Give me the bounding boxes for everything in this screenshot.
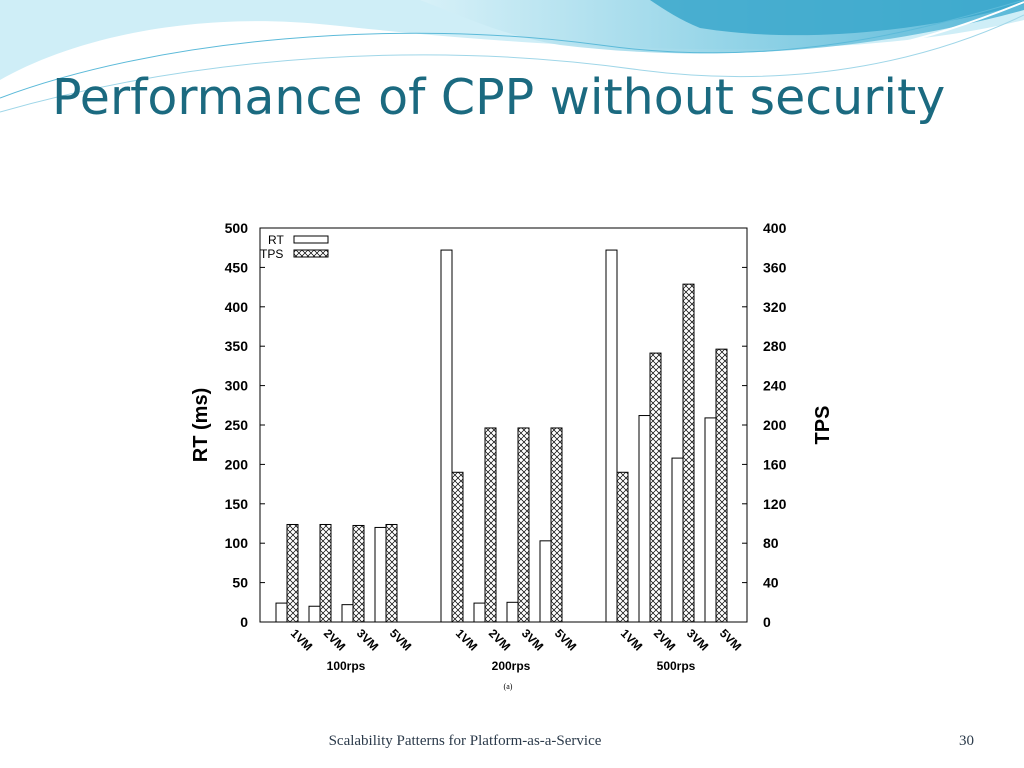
y-tick-label-right: 320 bbox=[763, 299, 787, 315]
wave-line-1 bbox=[0, 1, 1024, 106]
y-tick-label-right: 360 bbox=[763, 259, 787, 275]
y-tick-label-left: 250 bbox=[225, 417, 249, 433]
y-axis-title-right: TPS bbox=[812, 406, 832, 445]
bar-rt bbox=[341, 604, 354, 623]
bar-rt bbox=[506, 601, 519, 623]
bar-tps bbox=[649, 352, 662, 623]
bar-tps bbox=[352, 524, 365, 623]
bar-tps bbox=[715, 348, 728, 623]
y-tick-label-left: 50 bbox=[232, 575, 248, 591]
y-tick-label-right: 280 bbox=[763, 338, 787, 354]
bar-rt bbox=[473, 602, 486, 623]
y-tick-label-right: 0 bbox=[763, 614, 771, 630]
bar-tps bbox=[550, 427, 563, 623]
bar-chart: 0 50 100 150 200 250 300 350 400 450 500 0 40 80 120 16… bbox=[190, 220, 832, 691]
chart-image: 0 50 100 150 200 250 300 350 400 450 500 0 40 80 120 16… bbox=[188, 208, 832, 696]
legend-swatch-rt bbox=[293, 235, 329, 244]
x-category-label: 3VM bbox=[354, 626, 381, 653]
x-group-label: 100rps bbox=[327, 659, 366, 673]
y-tick-label-left: 400 bbox=[225, 299, 249, 315]
x-category-label: 1VM bbox=[453, 626, 480, 653]
wave-line-2 bbox=[0, 14, 1024, 113]
bar-tps bbox=[616, 471, 629, 623]
bar-tps bbox=[451, 471, 464, 623]
y-tick-label-left: 350 bbox=[225, 338, 249, 354]
y-tick-label-left: 150 bbox=[225, 496, 249, 512]
x-category-label: 5VM bbox=[552, 626, 579, 653]
bar-rt bbox=[374, 526, 387, 623]
x-category-label: 5VM bbox=[387, 626, 414, 653]
y-axis-title-left: RT (ms) bbox=[190, 388, 212, 462]
x-group-label: 200rps bbox=[492, 659, 531, 673]
bar-rt bbox=[539, 540, 552, 623]
y-tick-label-left: 500 bbox=[225, 220, 249, 236]
y-tick-label-right: 120 bbox=[763, 496, 787, 512]
bar-rt bbox=[704, 417, 717, 623]
wave-line-3 bbox=[0, 0, 1024, 99]
y-tick-label-right: 80 bbox=[763, 535, 779, 551]
x-category-label: 5VM bbox=[717, 626, 744, 653]
bar-tps bbox=[286, 523, 299, 623]
bar-tps bbox=[484, 427, 497, 623]
footer-text: Scalability Patterns for Platform-as-a-S… bbox=[328, 733, 602, 749]
wave-dark bbox=[650, 0, 1024, 36]
bar-rt bbox=[308, 605, 321, 623]
bar-rt bbox=[671, 457, 684, 623]
y-tick-label-left: 450 bbox=[225, 259, 249, 275]
bar-rt bbox=[275, 602, 288, 623]
y-tick-label-left: 0 bbox=[240, 614, 248, 630]
bar-rt bbox=[440, 249, 453, 623]
legend-label-tps: TPS bbox=[260, 247, 283, 261]
y-tick-label-right: 40 bbox=[763, 575, 779, 591]
x-category-label: 3VM bbox=[519, 626, 546, 653]
x-category-label: 3VM bbox=[684, 626, 711, 653]
y-tick-label-right: 240 bbox=[763, 378, 787, 394]
slide-title: Performance of CPP without security bbox=[52, 69, 946, 126]
x-category-label: 1VM bbox=[618, 626, 645, 653]
x-group-label: 500rps bbox=[657, 659, 696, 673]
y-tick-label-right: 400 bbox=[763, 220, 787, 236]
bar-rt bbox=[605, 249, 618, 623]
slide-number: 30 bbox=[959, 733, 974, 749]
y-tick-label-left: 200 bbox=[225, 456, 249, 472]
x-category-label: 2VM bbox=[486, 626, 513, 653]
x-category-label: 2VM bbox=[651, 626, 678, 653]
bar-tps bbox=[385, 523, 398, 623]
x-category-label: 2VM bbox=[321, 626, 348, 653]
chart-caption: (a) bbox=[504, 682, 513, 691]
y-tick-label-right: 200 bbox=[763, 417, 787, 433]
bar-tps bbox=[517, 427, 530, 623]
bar-rt bbox=[638, 415, 651, 623]
bar-tps bbox=[682, 283, 695, 623]
y-tick-label-left: 300 bbox=[225, 378, 249, 394]
x-category-label: 1VM bbox=[288, 626, 315, 653]
y-tick-label-left: 100 bbox=[225, 535, 249, 551]
bar-tps bbox=[319, 523, 332, 623]
y-tick-label-right: 160 bbox=[763, 456, 787, 472]
legend-label-rt: RT bbox=[268, 233, 284, 247]
legend-swatch-tps bbox=[293, 249, 329, 258]
